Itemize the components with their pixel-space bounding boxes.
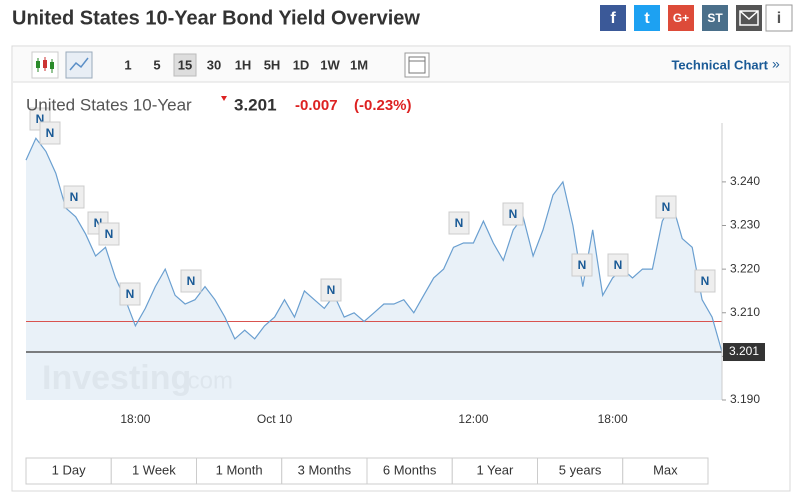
share-button[interactable] [634, 5, 660, 31]
instrument-name: United States 10-Year [26, 95, 192, 114]
change: -0.007 [295, 97, 338, 114]
technical-chart-link[interactable]: Technical Chart [671, 57, 768, 72]
news-marker[interactable] [180, 269, 202, 293]
x-tick-label: 18:00 [120, 412, 150, 426]
share-label[interactable]: ST [707, 11, 723, 25]
line-icon[interactable] [65, 51, 93, 79]
news-marker-label[interactable]: N [70, 190, 79, 204]
period-button[interactable] [622, 457, 709, 485]
share-label[interactable]: t [644, 10, 650, 27]
share-label[interactable]: i [777, 10, 781, 27]
x-tick-label: 18:00 [598, 412, 628, 426]
x-tick-label: 12:00 [458, 412, 488, 426]
change-pct: (-0.23%) [354, 97, 412, 114]
layout-icon[interactable] [404, 52, 430, 78]
news-marker-label[interactable]: N [36, 112, 45, 126]
interval-button[interactable]: 15 [178, 57, 192, 72]
news-marker-label[interactable]: N [455, 216, 464, 230]
news-marker-label[interactable]: N [46, 126, 55, 140]
page-title: United States 10-Year Bond Yield Overvie… [12, 7, 420, 29]
news-marker-label[interactable]: N [105, 227, 114, 241]
share-button[interactable] [702, 5, 728, 31]
period-label[interactable]: 1 Month [216, 462, 263, 477]
interval-selected [173, 53, 197, 77]
interval-button[interactable]: 30 [207, 57, 221, 72]
interval-button[interactable]: 1M [350, 57, 368, 72]
share-button[interactable] [600, 5, 626, 31]
down-arrow [221, 96, 227, 101]
news-marker[interactable] [448, 211, 470, 235]
period-button[interactable] [366, 457, 453, 485]
news-marker-label[interactable]: N [509, 207, 518, 221]
news-marker-label[interactable]: N [662, 200, 671, 214]
news-marker[interactable] [119, 282, 141, 306]
news-marker[interactable] [571, 253, 593, 277]
news-marker-label[interactable]: N [327, 283, 336, 297]
news-marker[interactable] [655, 195, 677, 219]
price-line [25, 137, 723, 353]
y-tick-label: 3.210 [730, 305, 760, 319]
candle-icon[interactable] [31, 51, 59, 79]
period-label[interactable]: 1 Year [476, 462, 514, 477]
period-label[interactable]: 1 Day [52, 462, 86, 477]
news-marker-label[interactable]: N [701, 274, 710, 288]
y-tick-label: 3.230 [730, 218, 760, 232]
x-tick-label: Oct 10 [257, 412, 293, 426]
news-marker[interactable] [320, 278, 342, 302]
interval-button[interactable]: 5 [153, 57, 160, 72]
news-marker[interactable] [607, 253, 629, 277]
interval-button[interactable]: 1 [124, 57, 131, 72]
news-marker-label[interactable]: N [94, 216, 103, 230]
last-price-box [723, 343, 765, 362]
interval-button[interactable]: 1D [293, 57, 310, 72]
period-button[interactable] [537, 457, 624, 485]
toolbar-bg [13, 47, 789, 82]
period-button[interactable] [281, 457, 368, 485]
period-button[interactable] [25, 457, 112, 485]
news-marker-label[interactable]: N [614, 258, 623, 272]
news-marker-label[interactable]: N [187, 274, 196, 288]
period-label[interactable]: 3 Months [298, 462, 352, 477]
area [26, 138, 722, 401]
y-tick-label: 3.190 [730, 392, 760, 406]
news-marker[interactable] [694, 269, 716, 293]
news-marker-label[interactable]: N [578, 258, 587, 272]
period-label[interactable]: 5 years [559, 462, 602, 477]
period-label[interactable]: Max [653, 462, 678, 477]
mail-icon [739, 10, 759, 26]
period-button[interactable] [451, 457, 538, 485]
y-tick-label: 3.220 [730, 261, 760, 275]
share-button[interactable] [668, 5, 694, 31]
y-tick-label: 3.240 [730, 174, 760, 188]
interval-button[interactable]: 5H [264, 57, 281, 72]
interval-button[interactable]: 1H [235, 57, 252, 72]
news-marker[interactable] [39, 121, 61, 145]
link-arrow[interactable]: » [772, 56, 780, 72]
news-marker[interactable] [63, 185, 85, 209]
news-marker[interactable] [502, 202, 524, 226]
news-marker-label[interactable]: N [126, 287, 135, 301]
news-marker[interactable] [98, 222, 120, 246]
period-label[interactable]: 6 Months [383, 462, 437, 477]
interval-button[interactable]: 1W [320, 57, 340, 72]
last-price-label: 3.201 [729, 344, 759, 358]
share-label[interactable]: G+ [673, 11, 689, 25]
share-button[interactable] [765, 4, 793, 32]
share-label[interactable]: f [610, 10, 616, 27]
price: 3.201 [234, 95, 277, 114]
period-label[interactable]: 1 Week [132, 462, 176, 477]
